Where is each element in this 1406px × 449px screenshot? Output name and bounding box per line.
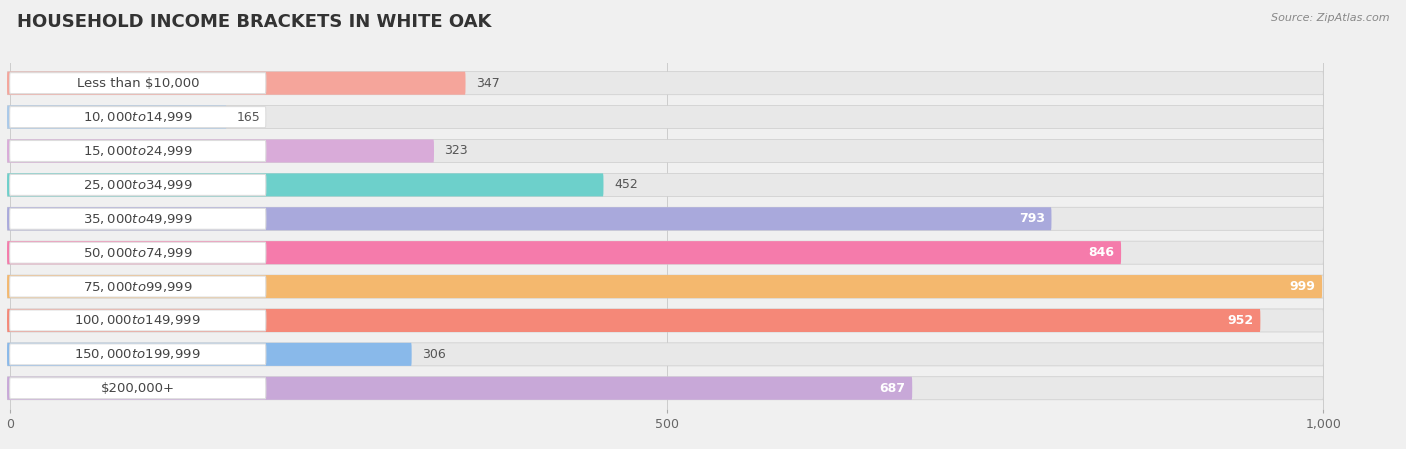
FancyBboxPatch shape (10, 141, 266, 162)
FancyBboxPatch shape (10, 276, 266, 297)
FancyBboxPatch shape (10, 208, 266, 229)
FancyBboxPatch shape (7, 275, 1322, 298)
FancyBboxPatch shape (7, 207, 1052, 230)
FancyBboxPatch shape (7, 241, 1121, 264)
FancyBboxPatch shape (7, 72, 1323, 95)
FancyBboxPatch shape (7, 207, 1323, 230)
FancyBboxPatch shape (7, 72, 465, 95)
FancyBboxPatch shape (10, 378, 266, 399)
Text: 952: 952 (1227, 314, 1254, 327)
Text: 846: 846 (1088, 246, 1115, 259)
FancyBboxPatch shape (7, 241, 1323, 264)
Text: 687: 687 (880, 382, 905, 395)
FancyBboxPatch shape (10, 242, 266, 263)
FancyBboxPatch shape (7, 106, 226, 128)
Text: 999: 999 (1289, 280, 1316, 293)
FancyBboxPatch shape (7, 377, 1323, 400)
Text: $100,000 to $149,999: $100,000 to $149,999 (75, 313, 201, 327)
Text: $150,000 to $199,999: $150,000 to $199,999 (75, 348, 201, 361)
FancyBboxPatch shape (7, 275, 1323, 298)
FancyBboxPatch shape (7, 140, 1323, 163)
FancyBboxPatch shape (7, 309, 1323, 332)
Text: 452: 452 (614, 178, 638, 191)
Text: $200,000+: $200,000+ (101, 382, 174, 395)
Text: $15,000 to $24,999: $15,000 to $24,999 (83, 144, 193, 158)
Text: 793: 793 (1019, 212, 1045, 225)
FancyBboxPatch shape (10, 310, 266, 331)
FancyBboxPatch shape (10, 174, 266, 195)
FancyBboxPatch shape (7, 140, 434, 163)
Text: Less than $10,000: Less than $10,000 (76, 77, 200, 90)
FancyBboxPatch shape (7, 173, 1323, 196)
Text: 165: 165 (238, 110, 260, 123)
FancyBboxPatch shape (7, 106, 1323, 128)
FancyBboxPatch shape (7, 173, 603, 196)
FancyBboxPatch shape (10, 106, 266, 128)
FancyBboxPatch shape (10, 73, 266, 94)
Text: Source: ZipAtlas.com: Source: ZipAtlas.com (1271, 13, 1389, 23)
FancyBboxPatch shape (10, 344, 266, 365)
Text: $75,000 to $99,999: $75,000 to $99,999 (83, 280, 193, 294)
Text: 323: 323 (444, 145, 468, 158)
FancyBboxPatch shape (7, 343, 1323, 366)
Text: $50,000 to $74,999: $50,000 to $74,999 (83, 246, 193, 260)
Text: HOUSEHOLD INCOME BRACKETS IN WHITE OAK: HOUSEHOLD INCOME BRACKETS IN WHITE OAK (17, 13, 491, 31)
FancyBboxPatch shape (7, 309, 1260, 332)
Text: $10,000 to $14,999: $10,000 to $14,999 (83, 110, 193, 124)
FancyBboxPatch shape (7, 343, 412, 366)
FancyBboxPatch shape (7, 377, 912, 400)
Text: 347: 347 (477, 77, 499, 90)
Text: $35,000 to $49,999: $35,000 to $49,999 (83, 212, 193, 226)
Text: 306: 306 (422, 348, 446, 361)
Text: $25,000 to $34,999: $25,000 to $34,999 (83, 178, 193, 192)
